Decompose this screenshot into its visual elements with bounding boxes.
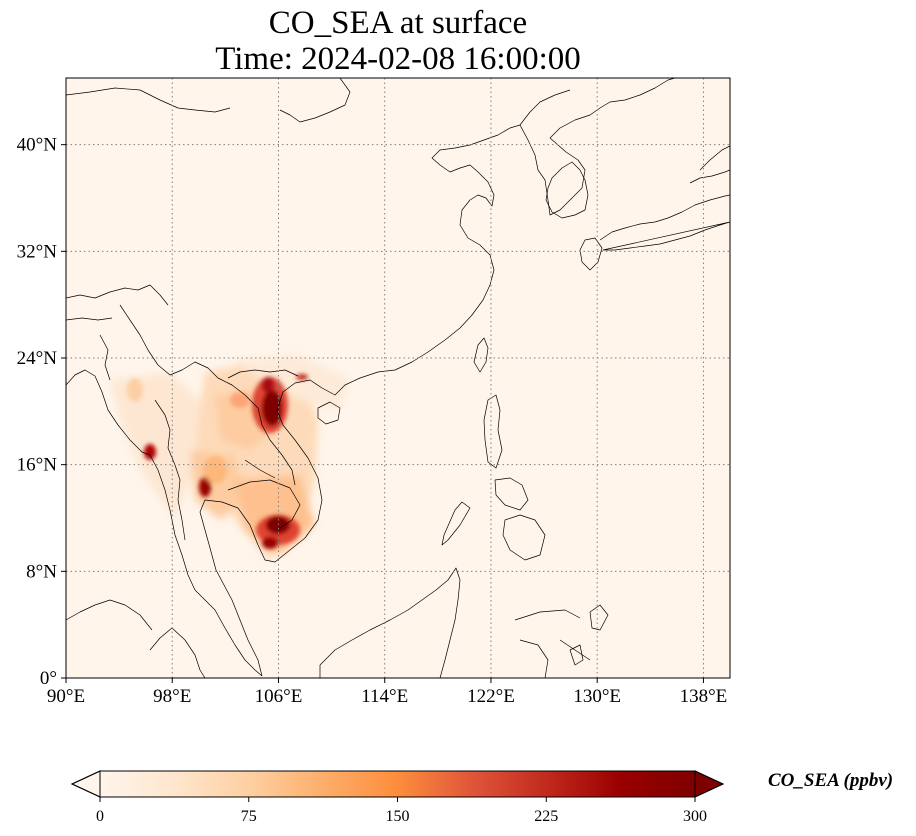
lon-tick-label: 106°E — [255, 686, 303, 707]
colorbar-tick-label: 75 — [241, 808, 257, 825]
coastline-japan-honshu — [599, 194, 730, 251]
coastline-japan-north — [689, 145, 730, 184]
coastline-japan-kyushu — [579, 237, 603, 271]
colorbar-ticks: 0 75 150 225 300 — [96, 797, 707, 825]
lon-tick-label: 90°E — [47, 686, 85, 707]
lat-tick-label: 32°N — [17, 241, 58, 262]
coastline-taiwan — [473, 337, 489, 373]
co-hotspot-hanoi-north — [262, 377, 274, 393]
co-plume-south-china — [230, 355, 350, 410]
coastline-borneo — [319, 567, 461, 678]
coastline-luzon — [483, 394, 503, 469]
co-hotspot-mekong-south — [262, 537, 278, 549]
coastline-asia-mainland — [66, 78, 676, 677]
coastline-korea — [545, 161, 589, 219]
map-frame — [65, 77, 731, 679]
lon-tick-label: 98°E — [153, 686, 191, 707]
coastline-mindanao — [502, 514, 546, 561]
border-china-korea — [519, 89, 571, 126]
lat-tick-label: 24°N — [17, 348, 58, 369]
coastline-hainan — [317, 401, 341, 425]
co-plume-myanmar — [110, 372, 200, 520]
lat-tick-label: 8°N — [26, 561, 57, 582]
colorbar: 0 75 150 225 300 — [70, 770, 725, 825]
map-plot-area — [66, 78, 730, 678]
map-title-line2: Time: 2024-02-08 16:00:00 — [215, 41, 581, 77]
lat-tick-label: 0° — [40, 668, 57, 689]
lon-tick-label: 122°E — [467, 686, 515, 707]
co-hotspot-bangkok — [199, 477, 211, 497]
co-hotspot-yangon — [144, 444, 156, 460]
border-china-india — [66, 284, 169, 306]
co-hotspot-guangxi — [296, 374, 308, 380]
coastline-sumatra-malay — [66, 599, 206, 678]
colorbar-tick-label: 300 — [683, 808, 707, 825]
coastline-halmahera — [569, 604, 609, 666]
lon-tick-label: 138°E — [680, 686, 728, 707]
colorbar-extend-min — [70, 770, 101, 798]
colorbar-extend-max — [694, 770, 725, 798]
co-hotspot-central-thailand — [203, 456, 227, 484]
colorbar-label: CO_SEA (ppbv) — [768, 770, 894, 791]
lat-tick-label: 16°N — [17, 455, 58, 476]
coastline-visayas — [494, 477, 529, 511]
lon-tick-label: 114°E — [361, 686, 408, 707]
border-laos-vietnam — [217, 377, 296, 486]
coastline-palawan — [441, 501, 471, 546]
co-hotspot-red-river-delta — [262, 390, 282, 426]
border-myanmar-china — [119, 304, 219, 379]
coastline-sakhalin-north — [279, 78, 351, 123]
colorbar-gradient — [100, 771, 695, 797]
lat-tick-label: 40°N — [17, 135, 58, 156]
co-concentration-field — [110, 355, 350, 560]
colorbar-tick-label: 150 — [386, 808, 410, 825]
lon-tick-label: 130°E — [573, 686, 621, 707]
co-hotspot-north-laos — [230, 392, 250, 408]
map-title-line1: CO_SEA at surface — [268, 5, 528, 41]
coastline-sulawesi — [514, 609, 591, 678]
border-cambodia — [227, 479, 301, 529]
border-china-vietnam — [227, 369, 299, 379]
co-hotspot-myanmar-west — [127, 378, 143, 402]
border-mongolia — [66, 87, 231, 113]
colorbar-tick-label: 0 — [96, 808, 104, 825]
axis-ticks: 90°E 98°E 106°E 114°E 122°E 130°E 138°E 0° 8°N 16… — [17, 135, 728, 707]
coastlines-and-borders — [66, 78, 730, 678]
colorbar-tick-label: 225 — [534, 808, 558, 825]
